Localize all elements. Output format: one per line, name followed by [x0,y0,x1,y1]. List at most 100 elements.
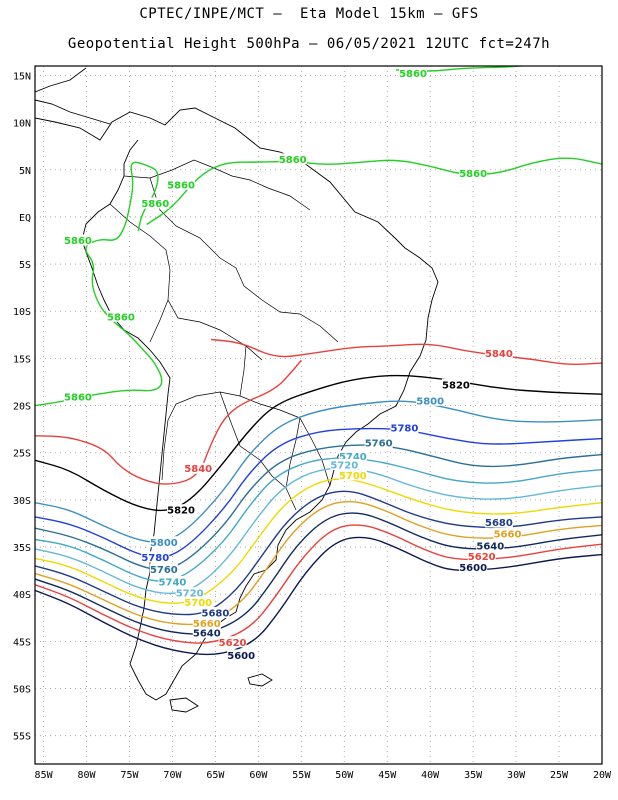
contour-label: 5860 [64,393,92,404]
title-line-2: Geopotential Height 500hPa — 06/05/2021 … [67,36,551,52]
lat-tick-label: EQ [19,213,31,224]
contour-label: 5860 [459,169,487,180]
contour-label: 5860 [279,155,307,166]
contour-label-bg [158,575,187,587]
contour-5740 [35,457,602,582]
contour-5780 [35,427,602,559]
contour-5800 [35,400,602,543]
contour-label: 5680 [485,518,513,529]
contour-label-bg [184,596,213,608]
contour-label-bg [63,234,92,246]
lon-tick-label: 50W [335,770,354,781]
lat-tick-label: 55S [13,732,31,743]
falkland-islands [247,673,273,687]
contour-label: 5820 [442,380,470,391]
contour-label: 5860 [64,236,92,247]
contour-label: 5620 [468,552,496,563]
contour-label: 5780 [141,553,169,564]
contour-label: 5640 [193,628,221,639]
contour-label-bg [399,67,427,79]
contour-5720 [35,467,602,595]
contour-label: 5700 [184,598,212,609]
lon-tick-label: 65W [206,770,225,781]
contour-label: 5700 [339,471,367,482]
contour-label: 5860 [107,312,135,323]
contour-label-bg [459,561,488,573]
contour-label-bg [493,527,522,539]
contour-5660 [35,500,602,626]
contour-5840 [211,338,602,366]
contour-label: 5720 [176,589,204,600]
contour-label-bg [278,153,307,165]
contour-label-bg [338,469,367,481]
contour-5600 [35,536,602,656]
contour-5700 [35,478,602,604]
contour-label-bg [227,649,256,661]
contour-label-bg [476,540,505,552]
south-america-coastline [35,107,439,701]
contour-5680 [35,490,602,616]
central-america-coastline [35,67,111,125]
lon-tick-label: 40W [421,770,440,781]
contour-label: 5860 [167,180,195,191]
contour-label-bg [141,551,170,563]
contour-label: 5840 [184,464,212,475]
contour-label: 5740 [159,577,187,588]
contour-label: 5860 [141,199,169,210]
contour-label: 5720 [330,460,358,471]
lon-tick-label: 55W [292,770,311,781]
contour-label-bg [167,178,196,190]
contour-label-bg [459,167,488,179]
contour-label: 5600 [227,651,255,662]
tierra-del-fuego [169,697,199,713]
lat-tick-label: 40S [13,590,31,601]
contour-label-bg [167,504,196,516]
lat-tick-label: 25S [13,449,31,460]
contour-label-bg [149,536,178,548]
contour-label-bg [192,617,221,629]
lat-tick-label: 15S [13,354,31,365]
contour-label: 5840 [485,349,513,360]
contour-label: 5680 [201,609,229,620]
latitude-tick-labels: 15N 10N 5N EQ 5S 10S 15S 20S 25S 30S 35S 40S 45S 50S 5… [13,71,31,742]
contour-label: 5600 [459,563,487,574]
contour-label-bg [218,636,247,648]
contour-label: 5660 [494,529,522,540]
contour-label-bg [175,587,204,599]
contour-label: 5800 [150,538,178,549]
lon-tick-label: 85W [35,770,54,781]
lon-tick-label: 30W [507,770,526,781]
lat-tick-label: 5N [19,166,31,177]
contour-label-bg [63,391,92,403]
contour-label: 5740 [339,452,367,463]
lon-tick-label: 70W [163,770,182,781]
contour-label-bg [416,394,445,406]
contour-5620 [35,524,602,644]
contour-label: 5640 [476,542,504,553]
lat-tick-label: 50S [13,685,31,696]
lat-tick-label: 20S [13,402,31,413]
contour-label-bg [149,563,178,575]
contour-label: 5620 [219,638,247,649]
contour-5840 [35,359,302,485]
contour-label-bg [141,197,170,209]
contour-label: 5860 [399,69,427,80]
contour-5760 [35,444,602,571]
contour-label: 5800 [416,396,444,407]
plot-frame [34,65,603,765]
contour-label: 5760 [150,565,178,576]
contour-label-bg [338,450,367,462]
contour-label-bg [192,626,221,638]
lon-tick-label: 75W [120,770,139,781]
contour-label-bg [184,462,213,474]
contour-label-bg [484,516,513,528]
lat-tick-label: 35S [13,543,31,554]
contour-label: 5660 [193,619,221,630]
contour-label: 5760 [365,439,393,450]
contour-label-bg [467,550,496,562]
lat-tick-label: 15N [13,71,31,82]
continent-outlines [35,67,439,713]
lon-tick-label: 25W [550,770,569,781]
contour-label-bg [364,437,393,449]
